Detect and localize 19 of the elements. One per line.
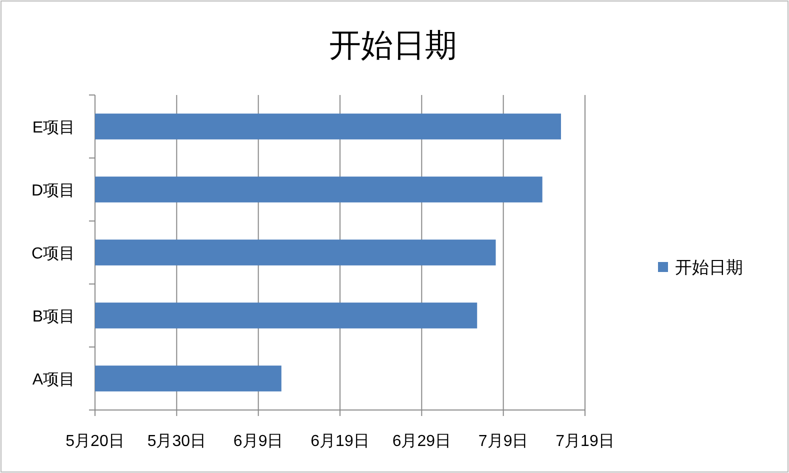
bar xyxy=(95,240,496,266)
y-tick-label: E项目 xyxy=(32,120,75,136)
text: 6月9日 xyxy=(233,433,284,450)
text: 7月19日 xyxy=(556,433,614,450)
bar xyxy=(95,366,282,392)
bar xyxy=(95,114,561,140)
text: 5月20日 xyxy=(66,433,124,450)
y-tick-label: A项目 xyxy=(32,372,75,388)
text: 5月30日 xyxy=(147,433,206,450)
y-tick-label: B项目 xyxy=(32,308,75,326)
chart-title: 开始日期 xyxy=(329,27,457,63)
bar xyxy=(95,176,542,202)
text: 7月9日 xyxy=(478,433,528,450)
text: 6月29日 xyxy=(392,433,452,450)
text: 6月19日 xyxy=(310,433,370,450)
bar xyxy=(95,302,478,328)
legend-label: 开始日期 xyxy=(675,258,743,277)
y-tick-label: D项目 xyxy=(31,182,75,200)
y-tick-label: C项目 xyxy=(31,246,75,262)
